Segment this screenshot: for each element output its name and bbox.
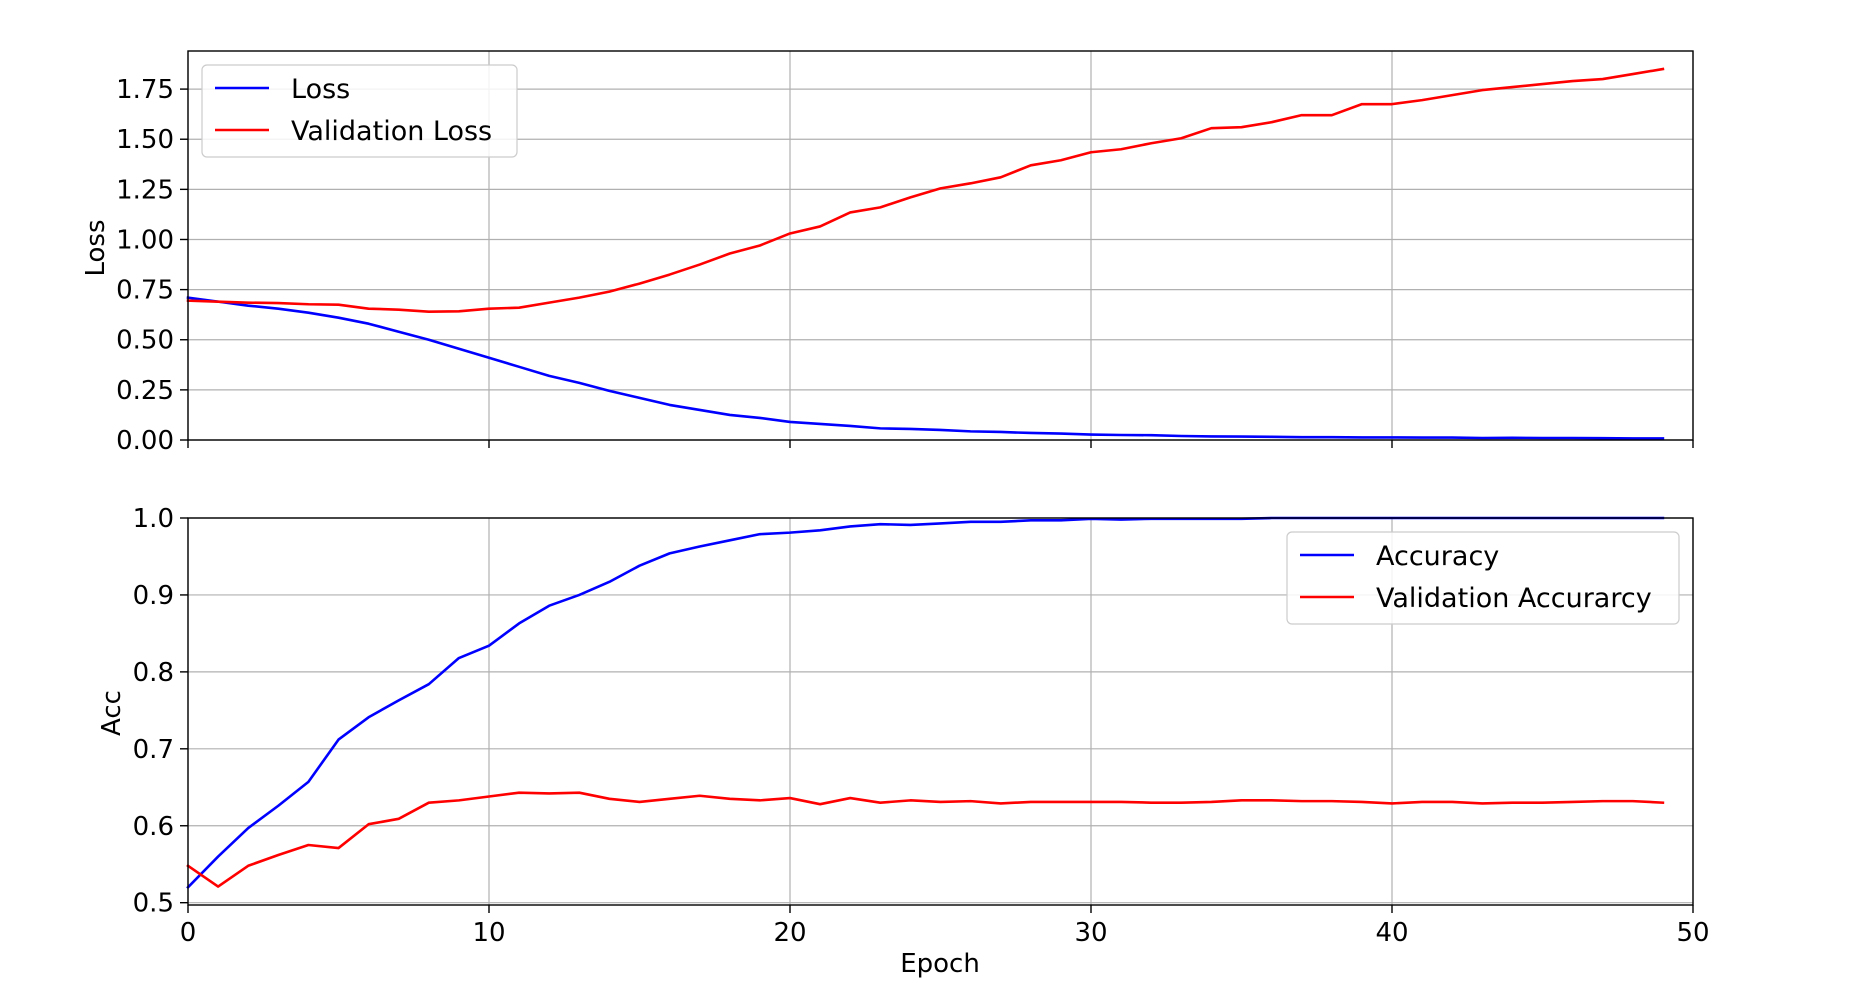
x-tick-label: 50	[1676, 918, 1709, 948]
series-line-validation-accurarcy	[186, 791, 1665, 888]
legend-label: Validation Accurarcy	[1376, 583, 1652, 614]
legend-box	[1286, 531, 1680, 625]
series-line-loss	[186, 296, 1665, 440]
y-tick-label: 1.00	[116, 225, 174, 255]
legend: Loss Validation Loss	[201, 64, 518, 158]
legend-label: Loss	[291, 74, 350, 105]
y-tick-label: 0.6	[133, 812, 174, 842]
x-tick-label: 40	[1375, 918, 1408, 948]
y-tick-label: 1.50	[116, 125, 174, 155]
legend-label: Accuracy	[1376, 541, 1499, 572]
accuracy-panel: 0.5 0.6 0.7 0.8 0.9 1.0 0 10 20 30 40 50 Accuracy Val…	[133, 504, 1710, 948]
y-tick-label: 0.7	[133, 735, 174, 765]
y-tick-label: 1.0	[133, 504, 174, 534]
legend: Accuracy Validation Accurarcy	[1286, 531, 1680, 625]
y-tick-label: 0.75	[116, 276, 174, 306]
x-tick-label: 10	[472, 918, 505, 948]
loss-ylabel: Loss	[81, 219, 111, 276]
x-tick-label: 30	[1074, 918, 1107, 948]
loss-panel: 0.00 0.25 0.50 0.75 1.00 1.25 1.50 1.75 Loss Vali…	[116, 50, 1694, 456]
y-tick-label: 0.25	[116, 376, 174, 406]
acc-ylabel: Acc	[97, 690, 127, 736]
legend-label: Validation Loss	[291, 116, 492, 147]
legend-box	[201, 64, 518, 158]
y-tick-label: 0.8	[133, 658, 174, 688]
x-tick-label: 0	[180, 918, 197, 948]
x-tick-label: 20	[773, 918, 806, 948]
y-tick-label: 0.00	[116, 426, 174, 456]
y-tick-label: 1.75	[116, 75, 174, 105]
y-tick-label: 0.50	[116, 326, 174, 356]
y-tick-label: 0.9	[133, 581, 174, 611]
axes-frame	[187, 517, 1694, 906]
y-tick-label: 0.5	[133, 889, 174, 919]
y-tick-label: 1.25	[116, 175, 174, 205]
axes-frame	[187, 50, 1694, 441]
series-line-validation-loss	[186, 67, 1665, 313]
epoch-xlabel: Epoch	[900, 949, 980, 979]
